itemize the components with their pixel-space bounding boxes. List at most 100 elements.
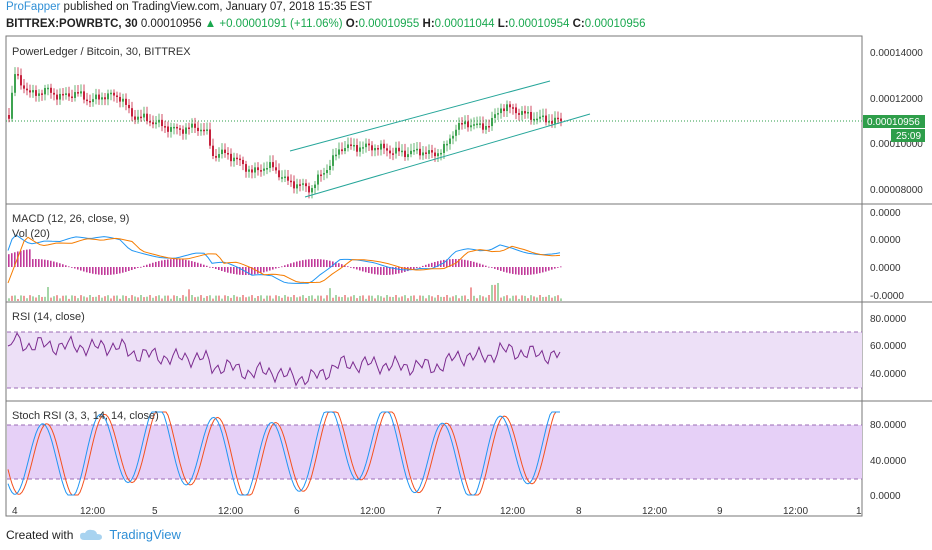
time-tick: 9 [717,506,723,517]
macd-histogram-bar [488,266,490,268]
chart-canvas[interactable]: PowerLedger / Bitcoin, 30, BITTREX 0.000… [0,35,932,521]
volume-bar [314,298,316,301]
macd-histogram-bar [425,264,427,267]
volume-bar [131,295,133,301]
macd-histogram-bar [86,267,88,273]
candle-body [221,149,223,155]
volume-bar [254,297,256,301]
volume-bar [236,296,238,301]
macd-histogram-bar [20,250,22,267]
open-value: 0.00010955 [358,18,420,30]
candle-body [383,143,385,149]
candle-body [308,186,310,193]
candle-body [533,118,535,121]
candle-body [320,174,322,177]
volume-bar [8,298,10,301]
volume-bar [44,296,46,301]
volume-bar [122,295,124,301]
volume-bar [476,298,478,301]
candle-body [98,94,100,100]
volume-bar [287,296,289,301]
candle-body [185,127,187,134]
candle-body [119,96,121,102]
volume-bar [521,295,523,301]
candle-body [77,92,79,94]
candle-body [356,144,358,152]
macd-histogram-bar [122,267,124,273]
volume-bar [500,297,502,301]
channel-lower-line[interactable] [304,113,591,198]
tradingview-logo-text[interactable]: TradingView [109,527,181,542]
volume-bar [245,297,247,301]
candle-body [41,93,43,95]
macd-signal-line [7,236,561,284]
candle-body [50,87,52,93]
candle-body [95,94,97,100]
macd-histogram-bar [380,267,382,275]
volume-bar [440,296,442,301]
candle-body [206,129,208,131]
candle-body [371,145,373,151]
volume-bar [299,296,301,301]
volume-bar [284,295,286,301]
volume-bar [518,298,520,301]
time-tick: 12:00 [500,506,525,517]
candle-body [497,113,499,115]
channel-upper-line[interactable] [289,80,551,152]
macd-histogram-bar [365,267,367,273]
macd-histogram [8,249,562,275]
candle-body [386,148,388,151]
macd-histogram-bar [434,261,436,267]
time-tick: 12:00 [642,506,667,517]
price-pane[interactable]: PowerLedger / Bitcoin, 30, BITTREX 0.000… [6,46,925,199]
macd-histogram-bar [152,262,154,267]
macd-histogram-bar [302,260,304,267]
macd-histogram-bar [92,267,94,274]
candle-body [548,121,550,123]
candle-body [38,93,40,96]
macd-histogram-bar [83,267,85,272]
macd-pane[interactable]: MACD (12, 26, close, 9) Vol (20) 0.0000 … [7,208,904,302]
time-axis[interactable]: 4 12:00 5 12:00 6 12:00 7 12:00 8 12:00 … [12,506,862,517]
macd-histogram-bar [185,259,187,267]
candle-body [545,115,547,123]
candle-body [506,104,508,112]
candle-body [527,111,529,114]
candle-body [467,121,469,128]
candle-body [542,115,544,118]
volume-bar [212,298,214,301]
macd-histogram-bar [386,267,388,275]
candle-body [494,114,496,118]
macd-histogram-bar [359,267,361,271]
volume-bar [68,298,70,301]
macd-histogram-bar [362,267,364,272]
candle-body [377,147,379,150]
author-link[interactable]: ProFapper [6,1,61,13]
candle-body [389,150,391,154]
candle-body [539,116,541,119]
macd-histogram-bar [266,267,268,272]
macd-histogram-bar [53,261,55,267]
macd-histogram-bar [314,259,316,267]
macd-histogram-bar [545,267,547,272]
volume-bar [533,296,535,301]
candle-body [476,123,478,126]
candle-body [191,123,193,128]
candle-body [152,122,154,125]
candle-body [353,144,355,147]
macd-histogram-bar [473,261,475,267]
macd-histogram-bar [269,267,271,271]
macd-histogram-bar [305,259,307,267]
macd-histogram-bar [341,264,343,267]
stoch-rsi-pane[interactable]: Stoch RSI (3, 3, 14, 14, close) 80.0000 … [7,410,907,502]
volume-bar [551,297,553,301]
volume-bar [11,295,13,301]
rsi-pane[interactable]: RSI (14, close) 80.0000 60.0000 40.0000 [7,311,907,389]
macd-histogram-bar [452,259,454,267]
volume-bar [332,297,334,301]
candle-body [512,107,514,109]
candle-body [44,87,46,95]
macd-histogram-bar [140,266,142,268]
volume-bar [512,295,514,301]
time-tick: 12:00 [360,506,385,517]
